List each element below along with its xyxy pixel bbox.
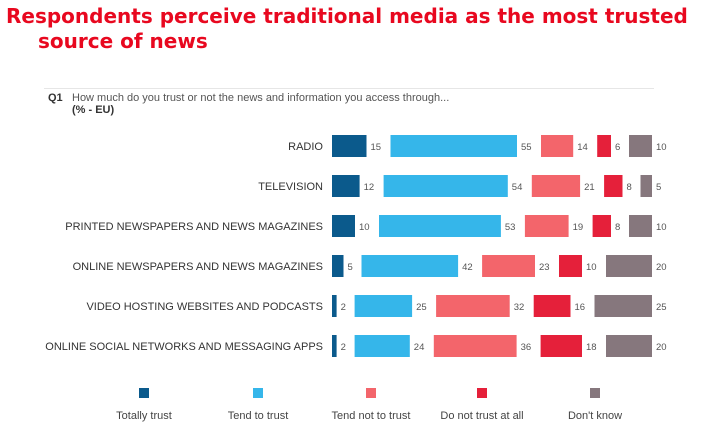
question-text: How much do you trust or not the news an… (72, 92, 450, 104)
title-line-2: source of news (38, 29, 208, 53)
bar-don-t-know (629, 215, 652, 237)
bar-don-t-know (594, 295, 652, 317)
value-label: 14 (577, 142, 588, 153)
value-label: 42 (462, 262, 473, 273)
value-label: 20 (656, 342, 667, 353)
value-label: 12 (364, 182, 375, 193)
chart-legend: Totally trust Tend to trust Tend not to tr… (0, 388, 702, 428)
bar-do-not-trust-at-all (604, 175, 623, 197)
bar-do-not-trust-at-all (559, 255, 582, 277)
value-label: 53 (505, 222, 516, 233)
value-label: 5 (348, 262, 353, 273)
bar-don-t-know (640, 175, 652, 197)
bar-totally-trust (332, 215, 355, 237)
page-title: Respondents perceive traditional media a… (6, 4, 696, 54)
bar-don-t-know (629, 135, 652, 157)
bar-do-not-trust-at-all (592, 215, 611, 237)
value-label: 25 (656, 302, 667, 313)
legend-item: Don't know (530, 388, 660, 422)
category-label: PRINTED NEWSPAPERS AND NEWS MAGAZINES (65, 221, 323, 233)
bar-tend-to-trust (354, 335, 410, 357)
bar-tend-to-trust (354, 295, 413, 317)
legend-item: Tend not to trust (306, 388, 436, 422)
bar-tend-to-trust (390, 135, 517, 157)
bar-tend-not-to-trust (436, 295, 510, 317)
value-label: 15 (371, 142, 382, 153)
value-label: 2 (341, 342, 346, 353)
bar-totally-trust (332, 255, 344, 277)
value-label: 16 (575, 302, 586, 313)
legend-label: Don't know (567, 410, 623, 422)
bar-totally-trust (332, 175, 360, 197)
value-label: 23 (539, 262, 550, 273)
bar-tend-to-trust (383, 175, 508, 197)
question-divider (44, 88, 654, 89)
legend-label: Tend not to trust (331, 410, 411, 422)
legend-swatch (253, 388, 263, 398)
legend-swatch (366, 388, 376, 398)
category-label: ONLINE NEWSPAPERS AND NEWS MAGAZINES (73, 261, 323, 273)
value-label: 36 (521, 342, 532, 353)
legend-item: Do not trust at all (417, 388, 547, 422)
value-label: 18 (586, 342, 597, 353)
value-label: 5 (656, 182, 661, 193)
value-label: 10 (586, 262, 597, 273)
value-label: 8 (627, 182, 632, 193)
legend-label: Tend to trust (227, 410, 289, 422)
bar-tend-to-trust (361, 255, 459, 277)
value-label: 10 (656, 142, 667, 153)
bar-tend-not-to-trust (524, 215, 569, 237)
value-label: 25 (416, 302, 427, 313)
bar-do-not-trust-at-all (533, 295, 571, 317)
legend-swatch (477, 388, 487, 398)
value-label: 6 (615, 142, 620, 153)
value-label: 54 (512, 182, 523, 193)
value-label: 10 (359, 222, 370, 233)
category-label: TELEVISION (258, 181, 323, 193)
bar-tend-not-to-trust (531, 175, 581, 197)
value-label: 20 (656, 262, 667, 273)
bar-totally-trust (332, 135, 367, 157)
category-label: RADIO (288, 141, 323, 153)
title-line-1: Respondents perceive traditional media a… (6, 4, 688, 28)
category-label: ONLINE SOCIAL NETWORKS AND MESSAGING APP… (45, 341, 323, 353)
legend-swatch (139, 388, 149, 398)
value-label: 2 (341, 302, 346, 313)
value-label: 21 (584, 182, 595, 193)
legend-item: Totally trust (79, 388, 209, 422)
bar-totally-trust (332, 295, 337, 317)
bar-do-not-trust-at-all (597, 135, 611, 157)
legend-swatch (590, 388, 600, 398)
value-label: 10 (656, 222, 667, 233)
legend-label: Totally trust (116, 410, 172, 422)
value-label: 32 (514, 302, 525, 313)
value-label: 24 (414, 342, 425, 353)
bar-tend-not-to-trust (433, 335, 517, 357)
value-label: 8 (615, 222, 620, 233)
bar-don-t-know (606, 255, 652, 277)
bar-tend-to-trust (379, 215, 501, 237)
bar-do-not-trust-at-all (540, 335, 582, 357)
bar-totally-trust (332, 335, 337, 357)
question-number: Q1 (48, 92, 63, 104)
bar-tend-not-to-trust (541, 135, 574, 157)
legend-item: Tend to trust (193, 388, 323, 422)
bar-don-t-know (606, 335, 652, 357)
category-label: VIDEO HOSTING WEBSITES AND PODCASTS (86, 301, 323, 313)
question-subtitle: (% - EU) (72, 104, 115, 116)
value-label: 55 (521, 142, 532, 153)
bar-tend-not-to-trust (482, 255, 535, 277)
value-label: 19 (573, 222, 584, 233)
legend-label: Do not trust at all (440, 410, 524, 422)
